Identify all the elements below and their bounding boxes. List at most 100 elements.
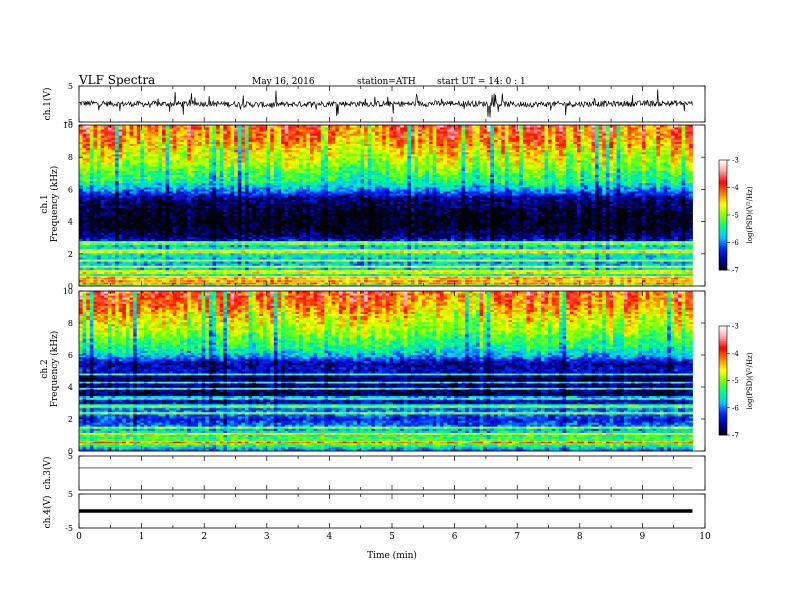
ch1-spectrogram-cell [205,193,210,196]
ch1-spectrogram-cell [201,160,206,163]
ch1-spectrogram-cell [201,267,206,270]
ch1-spectrogram-cell [118,261,123,264]
ch1-spectrogram-cell [162,191,167,194]
ch1-spectrogram-cell [129,186,134,190]
ch1-spectrogram-cell [263,133,268,136]
ch1-spectrogram-cell [223,234,228,237]
ch1-spectrogram-cell [205,178,210,182]
ch1-spectrogram-cell [201,133,206,136]
ch1-spectrogram-cell [190,242,195,246]
ch1-spectrogram-cell [255,199,260,202]
ch1-spectrogram-cell [118,151,123,155]
ch1-spectrogram-cell [158,263,163,266]
ch1-spectrogram-cell [212,201,217,204]
ch1-spectrogram-cell [263,166,268,169]
ch1-spectrogram-cell [248,160,253,163]
ch1-spectrogram-cell [100,205,105,208]
ch1-spectrogram-cell [212,232,217,235]
ch1-spectrogram-cell [223,205,228,208]
ch1-spectrogram-cell [111,195,116,198]
ch1-spectrogram-cell [219,211,224,215]
ch1-spectrogram-cell [129,224,134,227]
ch1-spectrogram-cell [208,267,213,270]
ch1-spectrogram-cell [172,248,177,252]
ch1-spectrogram-cell [198,133,203,136]
ch1-spectrogram-cell [122,273,127,277]
ch1-spectrogram-cell [97,273,102,277]
ch1-spectrogram-cell [143,271,148,275]
ch1-spectrogram-cell [172,186,177,190]
ch1-spectrogram-cell [234,240,239,244]
ch1-spectrogram-cell [129,226,134,229]
ch1-spectrogram-cell [230,215,235,219]
ch1-spectrogram-cell [118,219,123,223]
ch1-spectrogram-cell [248,166,253,169]
ch1-spectrogram-cell [248,246,253,250]
ch1-spectrogram-cell [226,180,231,184]
ch1-spectrogram-cell [208,213,213,217]
ch1-spectrogram-cell [183,141,188,144]
ch1-spectrogram-cell [248,250,253,254]
ch1-spectrogram-cell [234,257,239,260]
ch1-spectrogram-cell [212,170,217,173]
ch1-spectrogram-cell [201,176,206,180]
ch1-spectrogram-cell [86,279,91,283]
ch1-spectrogram-cell [86,209,91,213]
ch1-spectrogram-cell [147,240,152,244]
ch1-spectrogram-cell [154,252,159,256]
ch1-spectrogram-cell [140,188,145,192]
ch1-spectrogram-cell [245,267,250,270]
ch1-spectrogram-cell [245,211,250,215]
ch1-spectrogram-cell [190,232,195,235]
ch1-spectrogram-cell [100,158,105,161]
ch1-spectrogram-cell [79,160,84,163]
ch1-spectrogram-cell [216,263,221,266]
ch1-spectrogram-cell [100,143,105,147]
ch1-spectrogram-cell [107,184,112,188]
ch1-spectrogram-cell [158,261,163,264]
ch1-spectrogram-cell [154,151,159,155]
ch1-spectrogram-cell [241,174,246,177]
ch1-spectrogram-cell [79,125,84,128]
ch1-spectrogram-cell [107,155,112,159]
ch1-spectrogram-cell [118,271,123,275]
ch1-spectrogram-cell [89,205,94,208]
ch1-spectrogram-cell [111,281,116,285]
ch1-spectrogram-cell [219,273,224,277]
ch1-spectrogram-cell [111,217,116,221]
ch1-spectrogram-cell [237,188,242,192]
ch1-spectrogram-cell [125,203,130,206]
ch1-spectrogram-cell [198,135,203,138]
ch1-spectrogram-cell [100,197,105,200]
ch1-spectrogram-cell [259,209,264,213]
ch1-spectrogram-cell [194,236,199,239]
ch1-spectrogram-cell [115,195,120,198]
ch1-spectrogram-cell [82,273,87,277]
ch1-spectrogram-cell [237,133,242,136]
ch1-spectrogram-cell [187,203,192,206]
ch1-spectrogram-cell [133,131,138,134]
ch1-spectrogram-cell [118,275,123,279]
ch1-spectrogram-cell [223,219,228,223]
ch1-spectrogram-cell [93,230,98,233]
ch1-spectrogram-cell [255,170,260,173]
ch1-spectrogram-cell [97,180,102,184]
ch1-spectrogram-cell [245,273,250,277]
ch1-spectrogram-cell [172,153,177,157]
ch1-spectrogram-cell [187,155,192,159]
ch1-spectrogram-cell [111,158,116,161]
ch1-spectrogram-cell [234,147,239,151]
ch1-spectrogram-cell [208,263,213,266]
ch1-spectrogram-cell [194,232,199,235]
ch1-spectrogram-cell [255,191,260,194]
ch1-spectrogram-cell [226,271,231,275]
ch1-spectrogram-cell [82,242,87,246]
ch1-spectrogram-cell [183,240,188,244]
ch1-spectrogram-cell [136,230,141,233]
ch1-spectrogram-cell [237,228,242,231]
ch1-spectrogram-cell [198,178,203,182]
ch1-spectrogram-cell [201,219,206,223]
ch1-spectrogram-cell [180,180,185,184]
ch1-spectrogram-cell [125,205,130,208]
